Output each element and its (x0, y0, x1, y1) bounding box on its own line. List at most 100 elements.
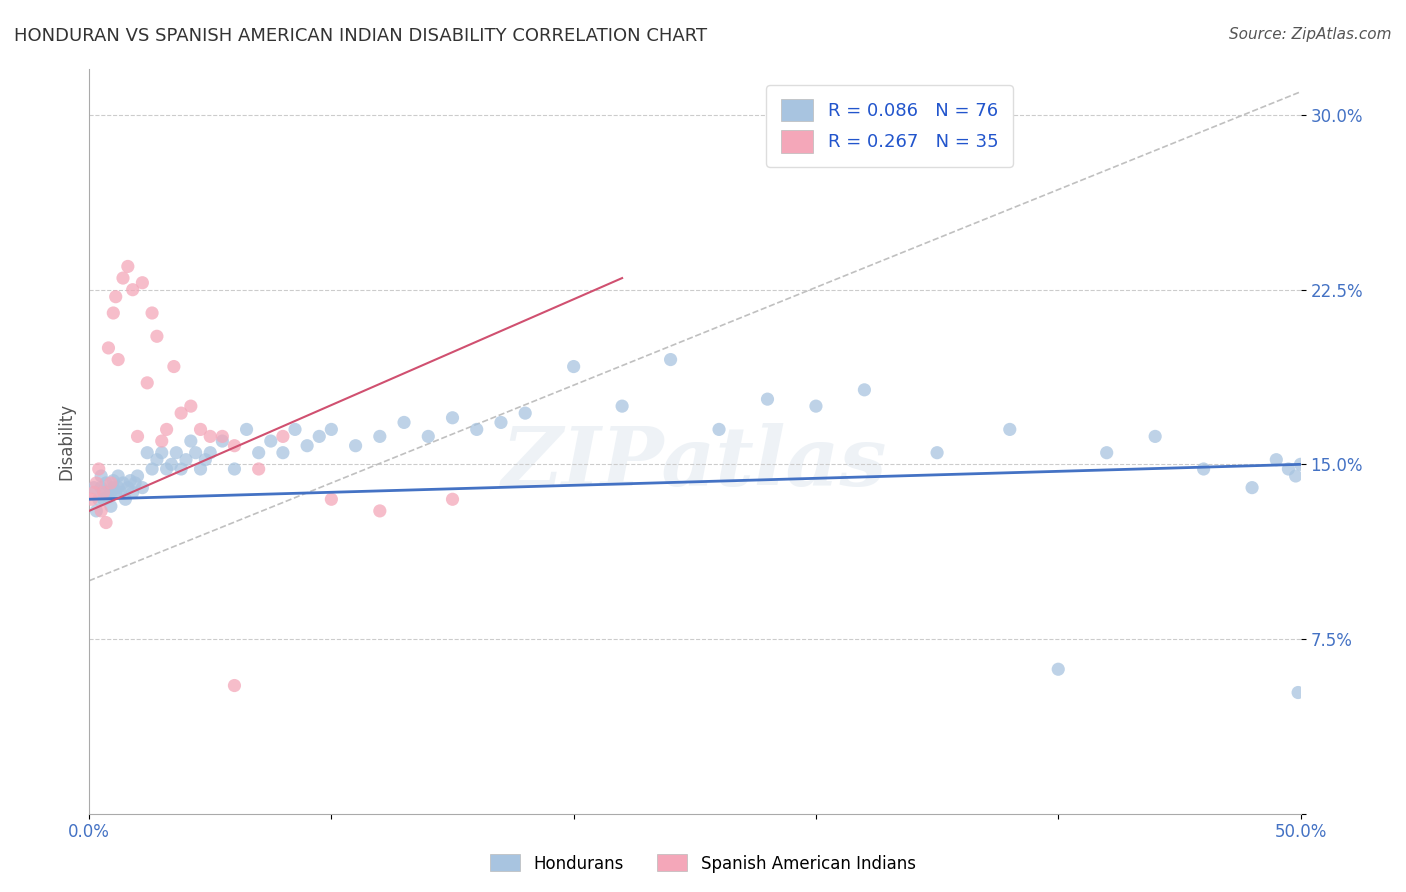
Point (610, 399, 633, 413)
Point (224, 439, 246, 453)
Point (100, 475, 122, 490)
Point (121, 283, 143, 297)
Point (271, 429, 294, 443)
Point (146, 452, 169, 467)
Point (998, 422, 1021, 436)
Point (321, 422, 343, 436)
Point (284, 422, 307, 436)
Legend: R = 0.086   N = 76, R = 0.267   N = 35: R = 0.086 N = 76, R = 0.267 N = 35 (766, 85, 1012, 167)
Point (107, 352, 129, 367)
Point (103, 481, 125, 495)
Point (111, 475, 134, 490)
Point (97, 490, 120, 504)
Point (80, 492, 103, 507)
Point (90, 469, 112, 483)
Point (190, 422, 212, 436)
Point (160, 458, 183, 472)
Point (804, 399, 827, 413)
Point (211, 429, 233, 443)
Point (141, 462, 163, 476)
Point (260, 434, 283, 448)
Point (1047, 662, 1070, 676)
Point (141, 306, 163, 320)
Point (136, 446, 159, 460)
Point (93, 492, 115, 507)
Point (180, 434, 202, 448)
Point (150, 434, 173, 448)
Point (418, 429, 440, 443)
Point (87, 462, 110, 476)
Point (90, 481, 112, 495)
Point (155, 422, 177, 436)
Point (659, 352, 682, 367)
Point (1241, 481, 1264, 495)
Point (103, 474, 125, 488)
Point (1095, 446, 1118, 460)
Point (194, 452, 217, 467)
Point (120, 474, 142, 488)
Point (190, 462, 212, 476)
Point (247, 462, 270, 476)
Point (295, 439, 318, 453)
Point (925, 446, 948, 460)
Point (489, 416, 512, 430)
Point (97, 341, 120, 355)
Point (127, 469, 149, 483)
Point (441, 410, 464, 425)
Point (114, 492, 136, 507)
Point (247, 446, 270, 460)
Point (111, 271, 134, 285)
Point (94, 485, 117, 500)
Point (94, 516, 117, 530)
Point (321, 492, 343, 507)
Point (1285, 469, 1308, 483)
Point (368, 429, 391, 443)
Point (1144, 429, 1167, 443)
Point (146, 329, 169, 343)
Point (515, 406, 537, 420)
Point (165, 446, 187, 460)
Point (124, 475, 146, 490)
Point (100, 500, 122, 514)
Point (174, 452, 197, 467)
Point (707, 422, 730, 436)
Point (562, 359, 585, 374)
Point (853, 383, 876, 397)
Legend: Hondurans, Spanish American Indians: Hondurans, Spanish American Indians (484, 847, 922, 880)
Point (100, 485, 122, 500)
Point (94, 475, 117, 490)
Point (155, 462, 177, 476)
Text: ZIPatlas: ZIPatlas (502, 424, 887, 503)
Point (308, 429, 330, 443)
Point (104, 290, 127, 304)
Point (117, 260, 139, 274)
Point (465, 422, 488, 436)
Point (117, 481, 139, 495)
Point (1265, 452, 1288, 467)
Point (1192, 462, 1215, 476)
Point (224, 679, 246, 693)
Point (90, 504, 112, 518)
Point (131, 276, 153, 290)
Point (150, 446, 173, 460)
Point (104, 485, 127, 500)
Point (93, 485, 115, 500)
Point (131, 481, 153, 495)
Point (200, 429, 222, 443)
Point (235, 422, 257, 436)
Point (368, 504, 391, 518)
Point (1277, 462, 1299, 476)
Point (163, 359, 186, 374)
Point (121, 485, 143, 500)
Point (83, 485, 105, 500)
Point (180, 399, 202, 413)
Point (211, 434, 233, 448)
Point (136, 376, 159, 390)
Text: Source: ZipAtlas.com: Source: ZipAtlas.com (1229, 27, 1392, 42)
Y-axis label: Disability: Disability (58, 402, 75, 480)
Point (1286, 685, 1309, 699)
Point (200, 446, 222, 460)
Point (224, 462, 246, 476)
Point (107, 481, 129, 495)
Point (756, 392, 779, 406)
